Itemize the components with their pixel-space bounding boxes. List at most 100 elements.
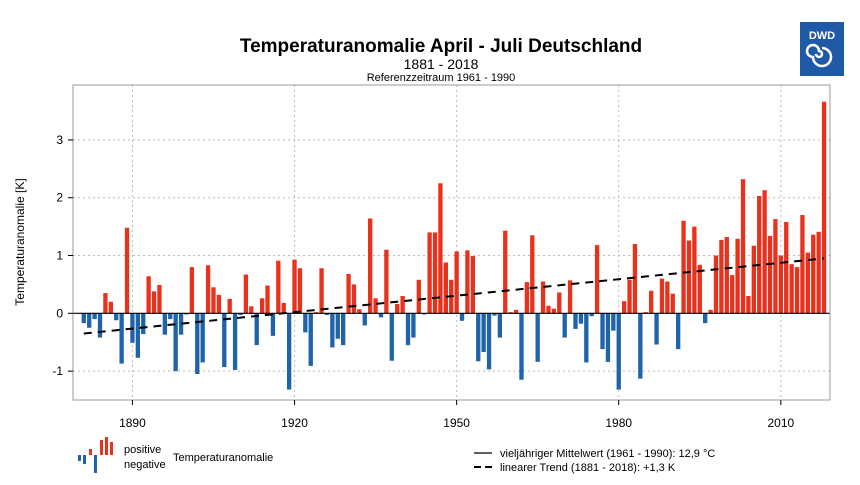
bar-negative (411, 313, 416, 338)
bar-positive (249, 306, 254, 314)
bar-negative (119, 313, 124, 364)
bar-positive (259, 298, 265, 314)
bar-positive (708, 309, 713, 314)
bar-negative (92, 313, 97, 320)
bar-positive (805, 252, 811, 314)
bar-positive (146, 276, 151, 314)
bar-negative (335, 313, 340, 339)
bar-positive (103, 293, 108, 314)
bar-negative (232, 313, 238, 370)
y-tick-label: 3 (56, 133, 63, 147)
bar-positive (427, 232, 432, 314)
bar-positive (227, 298, 232, 314)
bar-negative (308, 313, 313, 366)
bar-negative (87, 313, 92, 328)
bar-positive (686, 240, 692, 314)
bar-negative (459, 313, 465, 321)
bar-negative (135, 313, 141, 358)
bar-negative (173, 313, 178, 372)
bar-positive (297, 268, 303, 314)
bar-positive (778, 255, 783, 314)
bar-negative (200, 313, 205, 363)
bar-positive (540, 281, 546, 314)
bar-positive (503, 230, 508, 314)
bar-negative (168, 313, 173, 320)
bar-negative (703, 313, 708, 324)
x-tick-label: 1920 (281, 416, 308, 430)
y-tick-label: 0 (56, 306, 63, 320)
legend-bars-icon (78, 437, 113, 473)
bar-negative (114, 313, 119, 321)
bar-positive (692, 226, 697, 314)
bar-positive (243, 274, 249, 314)
legend-trend: linearer Trend (1881 - 2018): +1,3 K (500, 462, 676, 474)
y-tick-label: 2 (56, 191, 63, 205)
bar-negative (341, 313, 346, 346)
bar-positive (557, 292, 562, 314)
bar-positive (513, 309, 519, 314)
dwd-logo-text: DWD (809, 30, 835, 42)
bar-negative (492, 313, 497, 316)
bar-negative (286, 313, 292, 390)
y-tick-label: 1 (56, 249, 63, 263)
bar-negative (611, 313, 616, 331)
bar-negative (270, 313, 276, 336)
bar-negative (81, 313, 86, 324)
bar-positive (465, 250, 470, 314)
bar-positive (546, 305, 551, 314)
bar-positive (432, 232, 438, 314)
bar-positive (789, 264, 794, 314)
bar-positive (627, 279, 632, 314)
bar-negative (389, 313, 394, 361)
x-tick-label: 1950 (443, 416, 470, 430)
reference-period: Referenzzeitraum 1961 - 1990 (367, 72, 516, 84)
trend-line (83, 257, 825, 335)
bar-positive (767, 235, 773, 314)
bar-negative (676, 313, 681, 350)
y-tick-label: -1 (52, 364, 63, 378)
bar-positive (719, 239, 724, 314)
bar-positive (524, 282, 530, 314)
bar-negative (362, 313, 367, 326)
bar-negative (141, 313, 146, 335)
plot-frame (72, 84, 831, 401)
bar-negative (97, 313, 103, 338)
x-tick-label: 1980 (605, 416, 632, 430)
chart-title: Temperaturanomalie April - Juli Deutschl… (240, 36, 642, 57)
bar-negative (405, 313, 411, 346)
bar-positive (665, 281, 670, 314)
bar-positive (746, 295, 751, 314)
bar-positive (265, 285, 270, 314)
bar-positive (281, 302, 286, 314)
bar-negative (562, 313, 567, 338)
bar-positive (151, 291, 157, 314)
bar-positive (216, 294, 222, 314)
bar-positive (443, 262, 448, 314)
bar-negative (535, 313, 540, 362)
bar-negative (486, 313, 492, 370)
bar-positive (470, 256, 476, 314)
bar-negative (589, 313, 594, 317)
bar-positive (373, 298, 378, 314)
bar-positive (648, 290, 654, 314)
bar-negative (178, 313, 184, 335)
bar-positive (438, 183, 443, 314)
bar-negative (616, 313, 621, 390)
legend-negative: negative (124, 459, 166, 471)
bar-negative (378, 313, 384, 318)
bar-positive (724, 237, 729, 314)
bar-positive (157, 284, 162, 314)
y-axis-label: Temperaturanomalie [K] (13, 178, 27, 305)
bar-positive (124, 227, 130, 314)
bar-positive (205, 265, 211, 314)
bar-negative (605, 313, 611, 362)
bar-positive (400, 295, 405, 314)
bar-positive (621, 301, 627, 314)
bar-negative (303, 313, 308, 333)
bar-positive (773, 219, 778, 314)
bar-negative (254, 313, 259, 346)
bar-negative (654, 313, 659, 345)
bar-negative (195, 313, 200, 374)
legend-mean: vieljähriger Mittelwert (1961 - 1990): 1… (500, 448, 715, 460)
bar-positive (357, 309, 362, 314)
